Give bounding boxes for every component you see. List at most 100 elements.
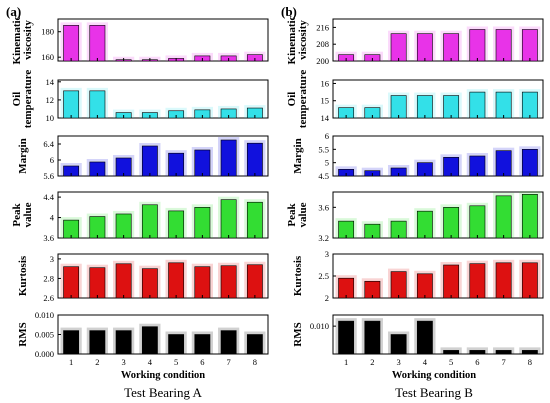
y-tick-label: 200 xyxy=(316,56,329,66)
subplot-b-1: 14 15 16 Oiltemperature xyxy=(286,70,544,129)
bar-4 xyxy=(141,204,158,239)
bar-4 xyxy=(416,33,433,62)
bar-2 xyxy=(89,267,106,299)
bar-8 xyxy=(246,201,263,239)
bar-1 xyxy=(338,320,355,355)
bar-5 xyxy=(443,33,460,62)
x-tick-label: 3 xyxy=(397,357,401,367)
subplot-b-4: 2 2.5 3 Kurtosis xyxy=(292,249,544,303)
plot-frame xyxy=(332,191,544,239)
x-tick-label: 8 xyxy=(528,357,532,367)
y-axis-label: Oiltemperature xyxy=(286,70,309,129)
y-tick-label: 16 xyxy=(321,78,330,88)
bar-5 xyxy=(168,262,185,299)
y-tick-label: 4.4 xyxy=(43,192,54,202)
y-axis-label: Oiltemperature xyxy=(11,70,34,129)
bar-5 xyxy=(443,207,460,239)
x-tick-label: 6 xyxy=(475,357,479,367)
x-tick-label: 8 xyxy=(253,357,257,367)
y-tick-label: 2.5 xyxy=(318,271,329,281)
y-tick-label: 6 xyxy=(325,131,329,141)
bar-3 xyxy=(115,263,132,299)
subplot-a-4: 2.6 2.8 3 Kurtosis xyxy=(17,253,269,303)
x-tick-label: 2 xyxy=(370,357,374,367)
y-tick-label: 0.005 xyxy=(35,330,54,340)
bar-2 xyxy=(364,320,381,355)
chart-grid: 160180Kinematicviscosity101214Oiltempera… xyxy=(11,15,544,367)
y-tick-label: 10 xyxy=(46,113,55,123)
bar-1 xyxy=(63,25,80,62)
y-tick-label: 12 xyxy=(46,95,55,105)
bar-3 xyxy=(390,33,407,62)
y-axis-label: Peakvalue xyxy=(11,202,34,227)
x-tick-label: 4 xyxy=(423,357,428,367)
plot-frame xyxy=(57,18,269,62)
y-tick-label: 160 xyxy=(41,52,54,62)
x-tick-label: 1 xyxy=(344,357,348,367)
y-axis-label: Peakvalue xyxy=(286,202,309,227)
bar-8 xyxy=(521,149,538,177)
y-tick-label: 14 xyxy=(46,77,55,87)
bar-4 xyxy=(141,268,158,299)
plot-frame xyxy=(332,314,544,355)
x-tick-label: 5 xyxy=(174,357,178,367)
bar-2 xyxy=(89,330,106,355)
bar-7 xyxy=(495,150,512,177)
x-tick-label: 5 xyxy=(449,357,453,367)
y-tick-label: 2.6 xyxy=(43,293,54,303)
y-tick-label: 5.6 xyxy=(43,171,54,181)
y-axis-label: Kurtosis xyxy=(292,255,304,296)
y-tick-label: 2.8 xyxy=(43,273,54,283)
y-tick-label: 3.6 xyxy=(43,233,54,243)
plot-frame xyxy=(57,79,269,119)
bar-4 xyxy=(416,95,433,119)
bar-5 xyxy=(443,95,460,119)
bar-3 xyxy=(390,95,407,119)
bar-2 xyxy=(89,216,106,239)
panel-label-b: (b) xyxy=(281,4,297,19)
x-axis-label-b: Working condition xyxy=(392,370,476,381)
y-tick-label: 208 xyxy=(316,39,329,49)
caption-a: Test Bearing A xyxy=(124,385,202,400)
plot-frame xyxy=(57,253,269,299)
y-tick-label: 3 xyxy=(325,249,329,259)
y-tick-label: 3 xyxy=(50,254,54,264)
bar-6 xyxy=(469,205,486,239)
x-tick-label: 1 xyxy=(69,357,73,367)
plot-frame xyxy=(57,191,269,239)
bar-6 xyxy=(469,29,486,62)
subplot-b-2: 4.5 5 5.5 6 Margin xyxy=(292,131,544,181)
panel-label-a: (a) xyxy=(6,4,21,19)
bar-7 xyxy=(495,91,512,119)
subplot-a-1: 10 12 14 Oiltemperature xyxy=(11,70,269,129)
bar-8 xyxy=(521,29,538,62)
bar-8 xyxy=(521,262,538,299)
bar-1 xyxy=(63,330,80,355)
subplot-a-3: 3.6 4 4.4 Peakvalue xyxy=(11,191,269,243)
bar-2 xyxy=(89,90,106,119)
y-tick-label: 0.000 xyxy=(35,349,54,359)
bar-7 xyxy=(220,139,237,177)
bar-7 xyxy=(495,29,512,62)
bar-5 xyxy=(168,152,185,177)
bar-8 xyxy=(521,194,538,239)
bar-5 xyxy=(168,210,185,239)
bar-7 xyxy=(220,265,237,299)
x-tick-label: 2 xyxy=(95,357,99,367)
bar-7 xyxy=(220,330,237,355)
subplot-a-0: 160 180 Kinematicviscosity xyxy=(11,15,269,64)
subplot-b-3: 3.2 3.6 Peakvalue xyxy=(286,191,544,243)
bar-8 xyxy=(246,264,263,299)
bar-7 xyxy=(220,199,237,239)
y-axis-label: RMS xyxy=(17,322,29,346)
x-tick-label: 6 xyxy=(200,357,204,367)
y-axis-label: Kinematicviscosity xyxy=(286,15,309,64)
x-tick-label: 7 xyxy=(227,357,231,367)
y-tick-label: 4 xyxy=(50,213,55,223)
y-tick-label: 0.010 xyxy=(310,321,329,331)
subplot-a-2: 5.6 6 6.4 Margin xyxy=(17,135,269,181)
bar-6 xyxy=(469,91,486,119)
plot-frame xyxy=(332,135,544,177)
bar-7 xyxy=(495,262,512,299)
y-axis-label: Margin xyxy=(17,138,29,173)
